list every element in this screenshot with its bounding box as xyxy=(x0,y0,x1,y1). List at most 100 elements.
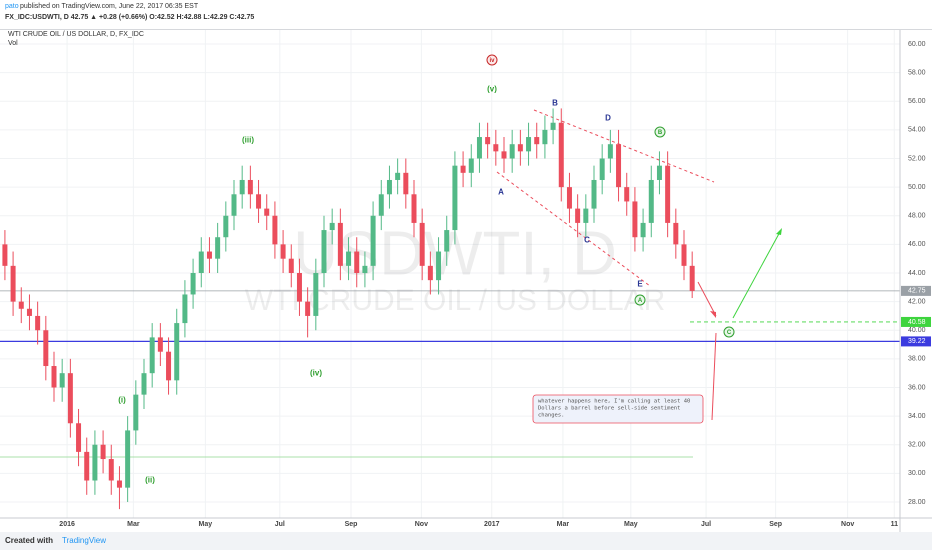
candle-body xyxy=(43,330,49,367)
x-tick-label: May xyxy=(624,521,638,528)
candle-body xyxy=(296,272,302,302)
candle-body xyxy=(305,301,311,316)
y-tick-label: 32.00 xyxy=(908,442,926,449)
wave-label: B xyxy=(658,130,663,136)
candle-body xyxy=(403,172,409,195)
candle-body xyxy=(575,208,581,223)
candle-body xyxy=(247,179,253,195)
candle-body xyxy=(157,337,163,352)
arrow xyxy=(697,281,717,317)
candle-body xyxy=(239,179,245,195)
candle-body xyxy=(640,222,646,238)
candle-body xyxy=(689,265,695,291)
candle-body xyxy=(354,251,360,273)
candle-body xyxy=(460,165,466,173)
candle-body xyxy=(395,172,401,180)
candle-body xyxy=(166,351,172,381)
candle-body xyxy=(321,230,327,273)
candle-body xyxy=(526,137,532,152)
price-badge xyxy=(901,285,931,296)
candle-body xyxy=(133,394,139,431)
candle-body xyxy=(174,323,180,381)
x-tick-label: 2016 xyxy=(59,521,75,528)
x-tick-label: Jul xyxy=(701,521,711,528)
y-tick-label: 40.00 xyxy=(908,327,926,334)
candle-body xyxy=(35,315,41,331)
wave-label: B xyxy=(552,99,558,108)
price-badge-label: 39.22 xyxy=(908,338,926,345)
symbol-line: FX_IDC:USDWTI, D 42.75 ▲ +0.28 (+0.66%) … xyxy=(5,14,254,21)
candle-body xyxy=(583,208,589,223)
candle-body xyxy=(468,158,474,173)
x-tick-label: Sep xyxy=(769,521,782,528)
note-text: changes. xyxy=(538,413,565,419)
x-tick-label: Mar xyxy=(127,521,140,528)
y-tick-label: 50.00 xyxy=(908,184,926,191)
candle-body xyxy=(2,244,8,266)
candle-body xyxy=(10,265,16,302)
y-tick-label: 58.00 xyxy=(908,69,926,76)
candle-body xyxy=(444,230,450,252)
wave-label: D xyxy=(605,114,611,123)
wave-label: (iii) xyxy=(242,136,254,145)
candle-body xyxy=(566,187,572,209)
wave-label: A xyxy=(498,188,504,197)
candle-body xyxy=(92,444,98,481)
candle-body xyxy=(656,165,662,180)
candle-body xyxy=(509,144,515,159)
y-tick-label: 30.00 xyxy=(908,470,926,477)
y-tick-label: 60.00 xyxy=(908,41,926,48)
wave-label: iv xyxy=(489,58,495,64)
price-badge-label: 40.58 xyxy=(908,319,926,326)
wave-label: (i) xyxy=(118,396,126,405)
candle-body xyxy=(452,165,458,231)
candle-body xyxy=(632,201,638,238)
candle-body xyxy=(264,208,270,216)
candle-body xyxy=(100,444,106,460)
publisher: pato xyxy=(5,3,19,10)
y-tick-label: 38.00 xyxy=(908,356,926,363)
candle-body xyxy=(223,215,229,238)
price-badge-label: 42.75 xyxy=(908,288,926,295)
candle-body xyxy=(329,222,335,231)
candle-body xyxy=(550,122,556,130)
candle-body xyxy=(256,194,262,209)
candle-body xyxy=(558,122,564,188)
wave-label: C xyxy=(584,236,590,245)
candle-body xyxy=(272,215,278,245)
price-badge xyxy=(901,336,931,347)
x-tick-label: Jul xyxy=(275,521,285,528)
candle-body xyxy=(517,144,523,152)
candle-body xyxy=(616,144,622,188)
candle-body xyxy=(149,337,155,374)
trend-line xyxy=(533,109,715,183)
y-tick-label: 54.00 xyxy=(908,127,926,134)
y-tick-label: 46.00 xyxy=(908,241,926,248)
y-tick-label: 44.00 xyxy=(908,270,926,277)
candle-body xyxy=(673,222,679,245)
candle-body xyxy=(84,451,90,481)
candle-body xyxy=(51,366,57,388)
candle-body xyxy=(182,294,188,324)
x-tick-label: 2017 xyxy=(484,521,500,528)
instrument: WTI CRUDE OIL / US DOLLAR, D, FX_IDC xyxy=(8,31,144,38)
candle-body xyxy=(476,137,482,159)
candle-body xyxy=(18,301,24,309)
price-badge xyxy=(901,316,931,327)
wave-circle xyxy=(486,54,498,66)
x-tick-label: 11 xyxy=(891,521,899,528)
y-tick-label: 52.00 xyxy=(908,155,926,162)
candle-body xyxy=(141,373,147,395)
candle-body xyxy=(215,237,221,259)
candle-body xyxy=(427,265,433,281)
note-text: Dollars a barrel before sell-side sentim… xyxy=(538,406,680,412)
x-tick-label: Nov xyxy=(415,521,428,528)
candle-body xyxy=(534,137,540,145)
candle-body xyxy=(681,244,687,266)
candle-body xyxy=(436,251,442,281)
wave-label: A xyxy=(638,298,643,304)
candle-body xyxy=(76,423,82,452)
footer-bar xyxy=(0,532,932,550)
published: published on TradingView.com, June 22, 2… xyxy=(20,3,199,10)
